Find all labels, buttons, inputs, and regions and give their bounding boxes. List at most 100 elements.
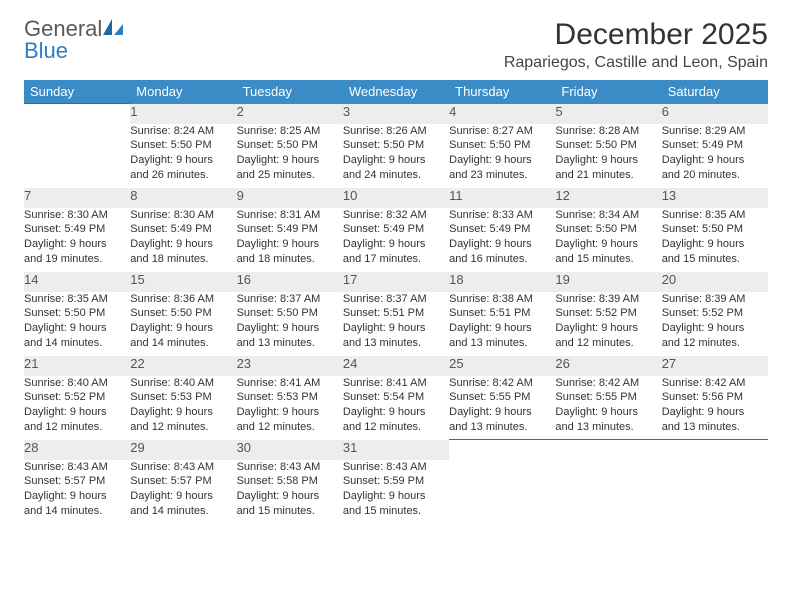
daylight-text-2: and 20 minutes. (662, 168, 768, 183)
sunrise-text: Sunrise: 8:37 AM (237, 292, 343, 307)
sunrise-text: Sunrise: 8:38 AM (449, 292, 555, 307)
day-number: 27 (662, 356, 768, 376)
daylight-text-1: Daylight: 9 hours (343, 237, 449, 252)
daylight-text-1: Daylight: 9 hours (130, 321, 236, 336)
daylight-text-2: and 13 minutes. (237, 336, 343, 351)
day-header-row: SundayMondayTuesdayWednesdayThursdayFrid… (24, 80, 768, 104)
daylight-text-2: and 12 minutes. (24, 420, 130, 435)
daylight-text-2: and 14 minutes. (24, 504, 130, 519)
sunset-text: Sunset: 5:54 PM (343, 390, 449, 405)
sunset-text: Sunset: 5:51 PM (343, 306, 449, 321)
week-detail-row: Sunrise: 8:30 AMSunset: 5:49 PMDaylight:… (24, 208, 768, 272)
day-cell: Sunrise: 8:42 AMSunset: 5:55 PMDaylight:… (449, 376, 555, 440)
day-cell: Sunrise: 8:27 AMSunset: 5:50 PMDaylight:… (449, 124, 555, 188)
week-detail-row: Sunrise: 8:24 AMSunset: 5:50 PMDaylight:… (24, 124, 768, 188)
sunset-text: Sunset: 5:52 PM (555, 306, 661, 321)
sunrise-text: Sunrise: 8:39 AM (555, 292, 661, 307)
day-number: 19 (555, 272, 661, 292)
daylight-text-2: and 15 minutes. (662, 252, 768, 267)
sunset-text: Sunset: 5:59 PM (343, 474, 449, 489)
day-number: 24 (343, 356, 449, 376)
day-cell: Sunrise: 8:37 AMSunset: 5:51 PMDaylight:… (343, 292, 449, 356)
daylight-text-1: Daylight: 9 hours (449, 321, 555, 336)
sunrise-text: Sunrise: 8:43 AM (343, 460, 449, 475)
daylight-text-1: Daylight: 9 hours (130, 237, 236, 252)
daylight-text-2: and 14 minutes. (24, 336, 130, 351)
sunrise-text: Sunrise: 8:33 AM (449, 208, 555, 223)
daylight-text-2: and 15 minutes. (343, 504, 449, 519)
daylight-text-2: and 13 minutes. (343, 336, 449, 351)
day-number (24, 104, 130, 124)
day-cell: Sunrise: 8:34 AMSunset: 5:50 PMDaylight:… (555, 208, 661, 272)
sunrise-text: Sunrise: 8:32 AM (343, 208, 449, 223)
sunset-text: Sunset: 5:49 PM (343, 222, 449, 237)
day-number: 7 (24, 188, 130, 208)
title-block: December 2025 Rapariegos, Castille and L… (504, 18, 768, 72)
sunset-text: Sunset: 5:50 PM (662, 222, 768, 237)
day-cell: Sunrise: 8:42 AMSunset: 5:56 PMDaylight:… (662, 376, 768, 440)
sunrise-text: Sunrise: 8:41 AM (237, 376, 343, 391)
daylight-text-2: and 13 minutes. (449, 336, 555, 351)
day-cell: Sunrise: 8:43 AMSunset: 5:59 PMDaylight:… (343, 460, 449, 524)
day-header: Thursday (449, 80, 555, 104)
daylight-text-2: and 19 minutes. (24, 252, 130, 267)
sunset-text: Sunset: 5:51 PM (449, 306, 555, 321)
daylight-text-2: and 24 minutes. (343, 168, 449, 183)
day-header: Tuesday (237, 80, 343, 104)
day-number: 28 (24, 440, 130, 460)
day-cell: Sunrise: 8:43 AMSunset: 5:57 PMDaylight:… (24, 460, 130, 524)
sunset-text: Sunset: 5:49 PM (237, 222, 343, 237)
daylight-text-2: and 15 minutes. (555, 252, 661, 267)
daylight-text-1: Daylight: 9 hours (130, 405, 236, 420)
daylight-text-2: and 12 minutes. (130, 420, 236, 435)
daylight-text-2: and 12 minutes. (343, 420, 449, 435)
daylight-text-1: Daylight: 9 hours (24, 321, 130, 336)
brand-text: General Blue (24, 18, 124, 62)
daylight-text-1: Daylight: 9 hours (130, 489, 236, 504)
week-number-row: 123456 (24, 104, 768, 124)
daylight-text-2: and 15 minutes. (237, 504, 343, 519)
day-cell (24, 124, 130, 188)
daylight-text-1: Daylight: 9 hours (24, 405, 130, 420)
day-number: 30 (237, 440, 343, 460)
day-number (662, 440, 768, 460)
day-cell (555, 460, 661, 524)
sunset-text: Sunset: 5:50 PM (130, 306, 236, 321)
day-cell: Sunrise: 8:41 AMSunset: 5:53 PMDaylight:… (237, 376, 343, 440)
daylight-text-1: Daylight: 9 hours (237, 321, 343, 336)
day-cell (662, 460, 768, 524)
location-text: Rapariegos, Castille and Leon, Spain (504, 54, 768, 72)
day-cell: Sunrise: 8:42 AMSunset: 5:55 PMDaylight:… (555, 376, 661, 440)
day-cell: Sunrise: 8:40 AMSunset: 5:53 PMDaylight:… (130, 376, 236, 440)
day-cell: Sunrise: 8:40 AMSunset: 5:52 PMDaylight:… (24, 376, 130, 440)
daylight-text-1: Daylight: 9 hours (24, 489, 130, 504)
sail-icon (102, 18, 124, 40)
day-cell: Sunrise: 8:26 AMSunset: 5:50 PMDaylight:… (343, 124, 449, 188)
daylight-text-2: and 12 minutes. (662, 336, 768, 351)
day-cell: Sunrise: 8:33 AMSunset: 5:49 PMDaylight:… (449, 208, 555, 272)
daylight-text-2: and 13 minutes. (449, 420, 555, 435)
day-number: 6 (662, 104, 768, 124)
sunset-text: Sunset: 5:57 PM (24, 474, 130, 489)
sunrise-text: Sunrise: 8:39 AM (662, 292, 768, 307)
sunrise-text: Sunrise: 8:30 AM (130, 208, 236, 223)
day-cell: Sunrise: 8:29 AMSunset: 5:49 PMDaylight:… (662, 124, 768, 188)
day-number: 2 (237, 104, 343, 124)
day-number: 26 (555, 356, 661, 376)
day-number: 13 (662, 188, 768, 208)
day-number: 25 (449, 356, 555, 376)
day-cell: Sunrise: 8:35 AMSunset: 5:50 PMDaylight:… (24, 292, 130, 356)
day-cell: Sunrise: 8:43 AMSunset: 5:57 PMDaylight:… (130, 460, 236, 524)
sunrise-text: Sunrise: 8:25 AM (237, 124, 343, 139)
sunset-text: Sunset: 5:50 PM (555, 222, 661, 237)
daylight-text-1: Daylight: 9 hours (130, 153, 236, 168)
sunset-text: Sunset: 5:53 PM (130, 390, 236, 405)
sunset-text: Sunset: 5:50 PM (237, 138, 343, 153)
day-cell: Sunrise: 8:28 AMSunset: 5:50 PMDaylight:… (555, 124, 661, 188)
day-cell: Sunrise: 8:39 AMSunset: 5:52 PMDaylight:… (555, 292, 661, 356)
sunrise-text: Sunrise: 8:27 AM (449, 124, 555, 139)
day-number (449, 440, 555, 460)
daylight-text-2: and 12 minutes. (555, 336, 661, 351)
sunset-text: Sunset: 5:50 PM (343, 138, 449, 153)
sunrise-text: Sunrise: 8:24 AM (130, 124, 236, 139)
